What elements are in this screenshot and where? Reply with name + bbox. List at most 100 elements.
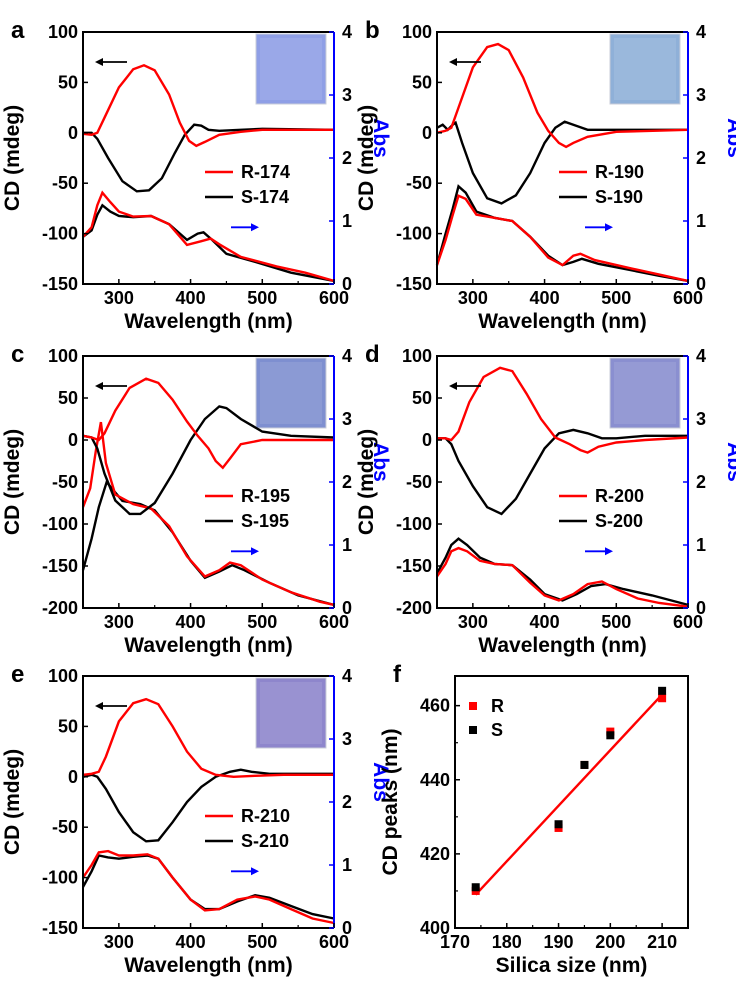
legend-label-S-e: S-210 (241, 831, 289, 851)
y2-axis-label-c: Abs (369, 442, 392, 482)
y-tick-label: -50 (406, 472, 432, 492)
panel-e: e 300 400 500 600 -150 -100 -50 0 50 100 0 1 2 3 4 Wavel… (1, 661, 392, 977)
x-tick-label: 500 (247, 932, 277, 952)
y2-tick-label: 2 (696, 148, 706, 168)
y-tick-label: 420 (420, 844, 450, 864)
y2-tick-label: 2 (342, 792, 352, 812)
cd-curve-R-c (82, 377, 334, 470)
inset-photo-a (255, 33, 327, 105)
y-tick-label: 100 (48, 22, 78, 42)
y2-tick-label: 4 (342, 346, 352, 366)
x-tick-label: 400 (530, 612, 560, 632)
y-tick-label: -100 (396, 224, 432, 244)
y-axis-label-c: CD (mdeg) (1, 429, 24, 535)
panel-label-c: c (11, 341, 24, 368)
x-tick-label: 500 (601, 612, 631, 632)
x-tick-label: 300 (104, 612, 134, 632)
y-tick-label: 0 (68, 123, 78, 143)
y2-tick-label: 1 (342, 535, 352, 555)
point-S-190 (554, 820, 563, 829)
x-tick-label: 500 (247, 288, 277, 308)
inset-photo-b (609, 33, 681, 105)
y2-tick-label: 4 (342, 666, 352, 686)
x-tick-label: 210 (647, 932, 677, 952)
inset-photo-sheen-d (614, 362, 676, 424)
panel-d: d 300 400 500 600 -200 -150 -100 -50 0 50 100 0 1 2 3 4 W… (355, 341, 736, 657)
x-tick-label: 600 (319, 612, 349, 632)
cd-curve-R-b (436, 42, 689, 149)
y-tick-label: 0 (68, 767, 78, 787)
y-tick-label: 100 (402, 22, 432, 42)
point-S-174 (471, 883, 480, 892)
y-tick-label: 100 (48, 666, 78, 686)
cd-curve-R-a (82, 64, 334, 148)
panel-label-f: f (393, 661, 402, 688)
y2-axis-label-e: Abs (369, 762, 392, 802)
abs-curve-R-c (81, 421, 335, 607)
fit-line (474, 693, 663, 896)
inset-photo-sheen-b (614, 38, 676, 100)
point-R-210 (658, 694, 667, 703)
inset-photo-sheen-a (260, 38, 322, 100)
y2-tick-label: 3 (342, 85, 352, 105)
y2-tick-label: 1 (696, 535, 706, 555)
cd-curve-R-e (82, 697, 334, 779)
right-arrowhead-icon (605, 547, 613, 556)
panel-label-d: d (365, 341, 380, 368)
x-axis-label-e: Wavelength (nm) (124, 954, 292, 977)
y2-tick-label: 0 (696, 598, 706, 618)
y-tick-label: -100 (42, 514, 78, 534)
y2-tick-label: 3 (696, 85, 706, 105)
x-tick-label: 300 (104, 288, 134, 308)
cd-curve-S-e (82, 768, 334, 843)
legend-label-R-b: R-190 (595, 162, 644, 182)
cd-curve-S-a (83, 123, 335, 193)
legend-label-S-c: S-195 (241, 511, 289, 531)
legend-label-R-c: R-195 (241, 486, 290, 506)
left-arrowhead-icon (449, 382, 457, 390)
x-tick-label: 600 (673, 288, 703, 308)
abs-curve-R-a (82, 190, 335, 283)
y2-tick-label: 1 (342, 211, 352, 231)
x-tick-label: 190 (544, 932, 574, 952)
y2-tick-label: 0 (342, 598, 352, 618)
x-tick-label: 500 (601, 288, 631, 308)
y2-axis-label-a: Abs (369, 118, 392, 158)
legend-label-S-d: S-200 (595, 511, 643, 531)
panel-f: f 170 180 190 200 210 400 420 440 460 RS Silica siz… (379, 661, 689, 977)
y-tick-label: -100 (396, 514, 432, 534)
point-S-210 (658, 686, 667, 695)
right-arrowhead-icon (251, 867, 259, 876)
y-tick-label: 50 (58, 72, 78, 92)
y2-tick-label: 3 (342, 729, 352, 749)
y-tick-label: 440 (420, 770, 450, 790)
x-tick-label: 400 (176, 932, 206, 952)
x-axis-label-d: Wavelength (nm) (478, 634, 646, 657)
x-axis-label-c: Wavelength (nm) (124, 634, 292, 657)
inset-photo-e (255, 677, 327, 749)
x-tick-label: 170 (440, 932, 470, 952)
left-arrowhead-icon (95, 702, 103, 710)
y2-tick-label: 0 (342, 918, 352, 938)
y-tick-label: -50 (52, 173, 78, 193)
y-tick-label: -150 (42, 918, 78, 938)
legend-label-S-a: S-174 (241, 187, 289, 207)
point-S-195 (580, 760, 589, 769)
y-axis-label-b: CD (mdeg) (355, 105, 378, 211)
y2-tick-label: 2 (696, 472, 706, 492)
legend-label-R-d: R-200 (595, 486, 644, 506)
left-arrowhead-icon (95, 382, 103, 390)
y2-tick-label: 1 (696, 211, 706, 231)
y-tick-label: 50 (412, 72, 432, 92)
y-tick-label: -150 (396, 556, 432, 576)
cd-curve-S-c (82, 405, 335, 516)
legend-marker-R (469, 702, 477, 710)
plot-frame-f (454, 675, 689, 929)
panel-a: a 300 400 500 600 -150 -100 -50 0 50 100 0 1 2 3 4 Wavel… (1, 17, 392, 333)
y-tick-label: -150 (396, 274, 432, 294)
x-tick-label: 600 (319, 932, 349, 952)
x-tick-label: 600 (319, 288, 349, 308)
y-axis-label-e: CD (mdeg) (1, 749, 24, 855)
x-tick-label: 300 (458, 288, 488, 308)
